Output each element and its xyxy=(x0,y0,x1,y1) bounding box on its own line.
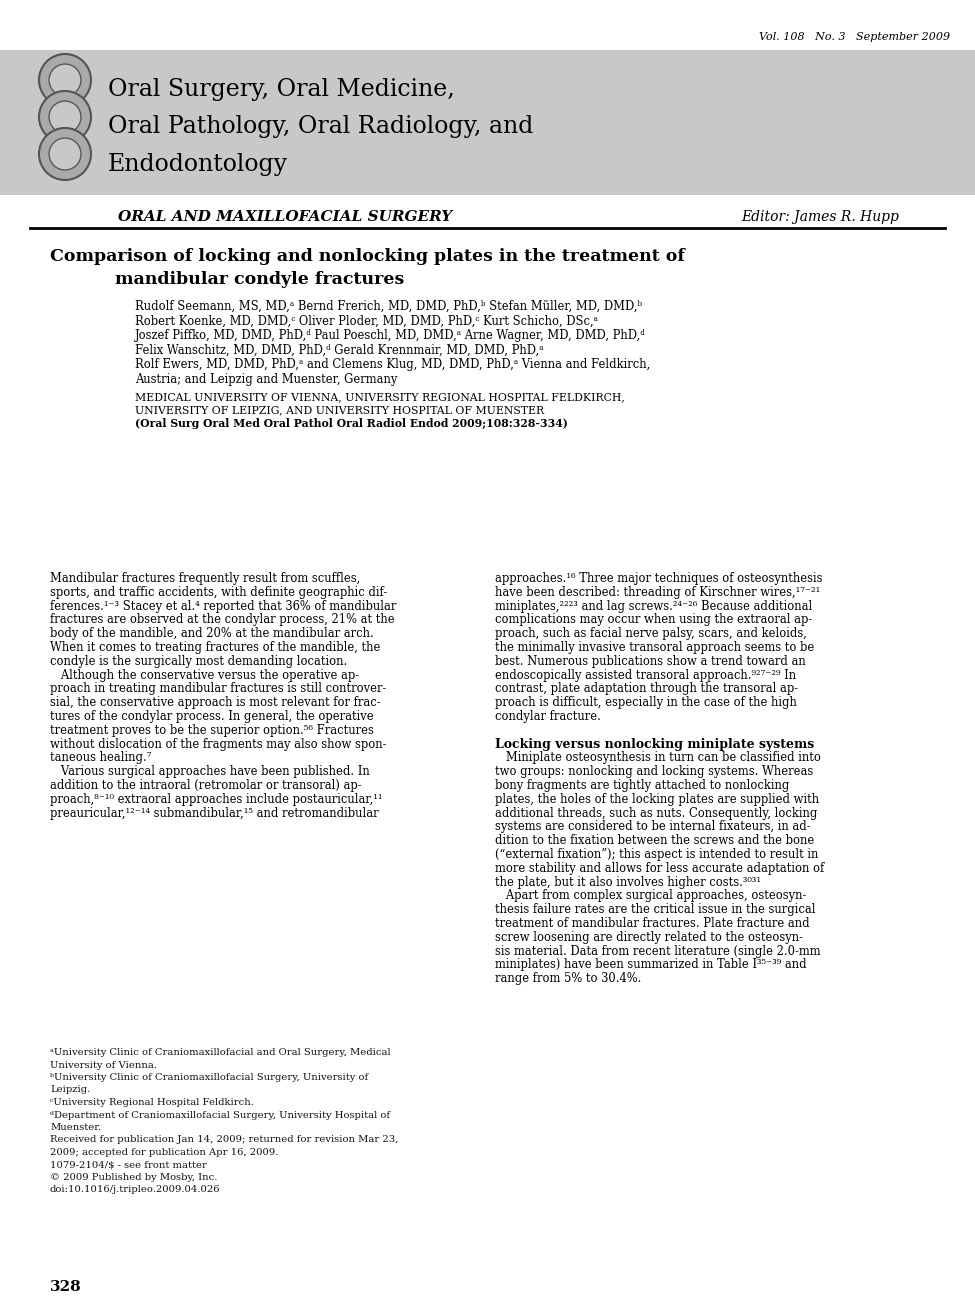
Text: the minimally invasive transoral approach seems to be: the minimally invasive transoral approac… xyxy=(495,641,814,654)
Text: Vol. 108   No. 3   September 2009: Vol. 108 No. 3 September 2009 xyxy=(759,33,950,42)
Text: Locking versus nonlocking miniplate systems: Locking versus nonlocking miniplate syst… xyxy=(495,737,814,750)
Text: proach,⁸⁻¹⁰ extraoral approaches include postauricular,¹¹: proach,⁸⁻¹⁰ extraoral approaches include… xyxy=(50,793,382,805)
Text: sial, the conservative approach is most relevant for frac-: sial, the conservative approach is most … xyxy=(50,696,380,709)
Text: Oral Pathology, Oral Radiology, and: Oral Pathology, Oral Radiology, and xyxy=(108,115,533,138)
Circle shape xyxy=(39,91,91,144)
Text: Joszef Piffko, MD, DMD, PhD,ᵈ Paul Poeschl, MD, DMD,ᵃ Arne Wagner, MD, DMD, PhD,: Joszef Piffko, MD, DMD, PhD,ᵈ Paul Poesc… xyxy=(135,329,645,342)
Text: 1079-2104/$ - see front matter: 1079-2104/$ - see front matter xyxy=(50,1160,207,1169)
Text: Robert Koenke, MD, DMD,ᶜ Oliver Ploder, MD, DMD, PhD,ᶜ Kurt Schicho, DSc,ᵃ: Robert Koenke, MD, DMD,ᶜ Oliver Ploder, … xyxy=(135,315,598,328)
Text: Editor: James R. Hupp: Editor: James R. Hupp xyxy=(741,210,899,224)
Text: screw loosening are directly related to the osteosyn-: screw loosening are directly related to … xyxy=(495,930,803,944)
Text: condyle is the surgically most demanding location.: condyle is the surgically most demanding… xyxy=(50,655,347,668)
Text: taneous healing.⁷: taneous healing.⁷ xyxy=(50,752,151,765)
Text: Muenster.: Muenster. xyxy=(50,1124,101,1131)
Text: complications may occur when using the extraoral ap-: complications may occur when using the e… xyxy=(495,613,812,626)
Text: UNIVERSITY OF LEIPZIG, AND UNIVERSITY HOSPITAL OF MUENSTER: UNIVERSITY OF LEIPZIG, AND UNIVERSITY HO… xyxy=(135,405,544,415)
Text: dition to the fixation between the screws and the bone: dition to the fixation between the screw… xyxy=(495,834,814,847)
Text: thesis failure rates are the critical issue in the surgical: thesis failure rates are the critical is… xyxy=(495,903,815,916)
Text: Felix Wanschitz, MD, DMD, PhD,ᵈ Gerald Krennmair, MD, DMD, PhD,ᵃ: Felix Wanschitz, MD, DMD, PhD,ᵈ Gerald K… xyxy=(135,343,544,356)
Text: plates, the holes of the locking plates are supplied with: plates, the holes of the locking plates … xyxy=(495,793,819,805)
Text: approaches.¹⁶ Three major techniques of osteosynthesis: approaches.¹⁶ Three major techniques of … xyxy=(495,572,823,585)
Text: Endodontology: Endodontology xyxy=(108,153,289,176)
Text: miniplates) have been summarized in Table I³⁵⁻³⁹ and: miniplates) have been summarized in Tabl… xyxy=(495,958,806,971)
Text: have been described: threading of Kirschner wires,¹⁷⁻²¹: have been described: threading of Kirsch… xyxy=(495,586,820,599)
Text: body of the mandible, and 20% at the mandibular arch.: body of the mandible, and 20% at the man… xyxy=(50,628,373,641)
Text: the plate, but it also involves higher costs.³⁰³¹: the plate, but it also involves higher c… xyxy=(495,876,761,889)
Circle shape xyxy=(49,64,81,97)
Text: ᵈDepartment of Craniomaxillofacial Surgery, University Hospital of: ᵈDepartment of Craniomaxillofacial Surge… xyxy=(50,1111,390,1120)
Text: Received for publication Jan 14, 2009; returned for revision Mar 23,: Received for publication Jan 14, 2009; r… xyxy=(50,1135,399,1144)
Text: When it comes to treating fractures of the mandible, the: When it comes to treating fractures of t… xyxy=(50,641,380,654)
Text: ᵃUniversity Clinic of Craniomaxillofacial and Oral Surgery, Medical: ᵃUniversity Clinic of Craniomaxillofacia… xyxy=(50,1048,391,1057)
Text: Rolf Ewers, MD, DMD, PhD,ᵃ and Clemens Klug, MD, DMD, PhD,ᵃ Vienna and Feldkirch: Rolf Ewers, MD, DMD, PhD,ᵃ and Clemens K… xyxy=(135,358,650,371)
Text: MEDICAL UNIVERSITY OF VIENNA, UNIVERSITY REGIONAL HOSPITAL FELDKIRCH,: MEDICAL UNIVERSITY OF VIENNA, UNIVERSITY… xyxy=(135,392,625,402)
Text: preauricular,¹²⁻¹⁴ submandibular,¹⁵ and retromandibular: preauricular,¹²⁻¹⁴ submandibular,¹⁵ and … xyxy=(50,806,378,820)
Text: fractures are observed at the condylar process, 21% at the: fractures are observed at the condylar p… xyxy=(50,613,395,626)
Text: ᶜUniversity Regional Hospital Feldkirch.: ᶜUniversity Regional Hospital Feldkirch. xyxy=(50,1098,254,1107)
Text: two groups: nonlocking and locking systems. Whereas: two groups: nonlocking and locking syste… xyxy=(495,765,813,778)
Text: range from 5% to 30.4%.: range from 5% to 30.4%. xyxy=(495,972,642,985)
Text: proach, such as facial nerve palsy, scars, and keloids,: proach, such as facial nerve palsy, scar… xyxy=(495,628,807,641)
Text: more stability and allows for less accurate adaptation of: more stability and allows for less accur… xyxy=(495,861,824,874)
Text: sis material. Data from recent literature (single 2.0-mm: sis material. Data from recent literatur… xyxy=(495,945,821,958)
Text: treatment of mandibular fractures. Plate fracture and: treatment of mandibular fractures. Plate… xyxy=(495,917,809,930)
Text: ferences.¹⁻³ Stacey et al.⁴ reported that 36% of mandibular: ferences.¹⁻³ Stacey et al.⁴ reported tha… xyxy=(50,599,397,612)
Text: additional threads, such as nuts. Consequently, locking: additional threads, such as nuts. Conseq… xyxy=(495,806,817,820)
Text: (“external fixation”); this aspect is intended to result in: (“external fixation”); this aspect is in… xyxy=(495,848,818,861)
Text: without dislocation of the fragments may also show spon-: without dislocation of the fragments may… xyxy=(50,737,386,750)
Circle shape xyxy=(39,128,91,180)
Text: doi:10.1016/j.tripleo.2009.04.026: doi:10.1016/j.tripleo.2009.04.026 xyxy=(50,1185,220,1194)
Text: Rudolf Seemann, MS, MD,ᵃ Bernd Frerich, MD, DMD, PhD,ᵇ Stefan Müller, MD, DMD,ᵇ: Rudolf Seemann, MS, MD,ᵃ Bernd Frerich, … xyxy=(135,300,643,313)
Text: Comparison of locking and nonlocking plates in the treatment of: Comparison of locking and nonlocking pla… xyxy=(50,248,684,265)
Text: endoscopically assisted transoral approach.⁹²⁷⁻²⁹ In: endoscopically assisted transoral approa… xyxy=(495,668,797,681)
Text: Austria; and Leipzig and Muenster, Germany: Austria; and Leipzig and Muenster, Germa… xyxy=(135,372,398,385)
Text: mandibular condyle fractures: mandibular condyle fractures xyxy=(115,271,405,288)
Bar xyxy=(0,50,975,194)
Text: Mandibular fractures frequently result from scuffles,: Mandibular fractures frequently result f… xyxy=(50,572,360,585)
Text: ᵇUniversity Clinic of Craniomaxillofacial Surgery, University of: ᵇUniversity Clinic of Craniomaxillofacia… xyxy=(50,1073,369,1082)
Text: contrast, plate adaptation through the transoral ap-: contrast, plate adaptation through the t… xyxy=(495,683,799,696)
Text: Although the conservative versus the operative ap-: Although the conservative versus the ope… xyxy=(50,668,359,681)
Circle shape xyxy=(39,54,91,106)
Text: ORAL AND MAXILLOFACIAL SURGERY: ORAL AND MAXILLOFACIAL SURGERY xyxy=(118,210,452,224)
Text: proach is difficult, especially in the case of the high: proach is difficult, especially in the c… xyxy=(495,696,797,709)
Text: systems are considered to be internal fixateurs, in ad-: systems are considered to be internal fi… xyxy=(495,821,810,834)
Text: tures of the condylar process. In general, the operative: tures of the condylar process. In genera… xyxy=(50,710,373,723)
Text: best. Numerous publications show a trend toward an: best. Numerous publications show a trend… xyxy=(495,655,805,668)
Circle shape xyxy=(49,138,81,170)
Text: (Oral Surg Oral Med Oral Pathol Oral Radiol Endod 2009;108:328-334): (Oral Surg Oral Med Oral Pathol Oral Rad… xyxy=(135,418,567,429)
Text: Apart from complex surgical approaches, osteosyn-: Apart from complex surgical approaches, … xyxy=(495,890,806,902)
Text: Various surgical approaches have been published. In: Various surgical approaches have been pu… xyxy=(50,765,370,778)
Text: proach in treating mandibular fractures is still controver-: proach in treating mandibular fractures … xyxy=(50,683,386,696)
Text: addition to the intraoral (retromolar or transoral) ap-: addition to the intraoral (retromolar or… xyxy=(50,779,362,792)
Text: Miniplate osteosynthesis in turn can be classified into: Miniplate osteosynthesis in turn can be … xyxy=(495,752,821,765)
Text: miniplates,²²²³ and lag screws.²⁴⁻²⁶ Because additional: miniplates,²²²³ and lag screws.²⁴⁻²⁶ Bec… xyxy=(495,599,812,612)
Text: bony fragments are tightly attached to nonlocking: bony fragments are tightly attached to n… xyxy=(495,779,790,792)
Text: Leipzig.: Leipzig. xyxy=(50,1086,91,1095)
Text: sports, and traffic accidents, with definite geographic dif-: sports, and traffic accidents, with defi… xyxy=(50,586,387,599)
Text: 328: 328 xyxy=(50,1280,82,1295)
Text: Oral Surgery, Oral Medicine,: Oral Surgery, Oral Medicine, xyxy=(108,78,455,100)
Text: 2009; accepted for publication Apr 16, 2009.: 2009; accepted for publication Apr 16, 2… xyxy=(50,1148,279,1158)
Circle shape xyxy=(49,100,81,133)
Text: condylar fracture.: condylar fracture. xyxy=(495,710,601,723)
Text: treatment proves to be the superior option.⁵⁶ Fractures: treatment proves to be the superior opti… xyxy=(50,724,373,737)
Text: © 2009 Published by Mosby, Inc.: © 2009 Published by Mosby, Inc. xyxy=(50,1173,217,1182)
Text: University of Vienna.: University of Vienna. xyxy=(50,1061,157,1070)
